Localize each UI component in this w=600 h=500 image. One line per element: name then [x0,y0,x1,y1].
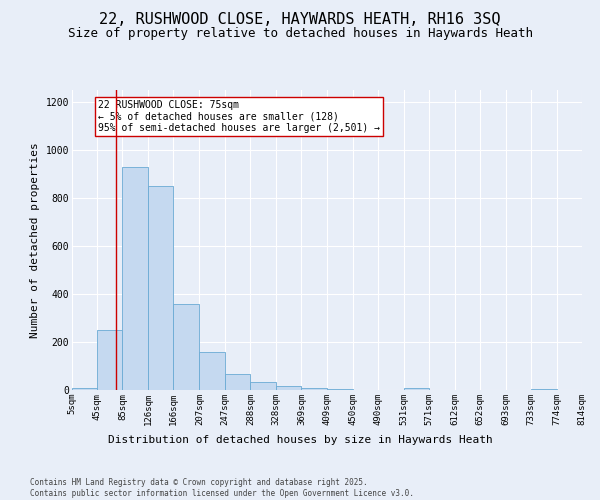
Text: Size of property relative to detached houses in Haywards Heath: Size of property relative to detached ho… [67,28,533,40]
Text: 22, RUSHWOOD CLOSE, HAYWARDS HEATH, RH16 3SQ: 22, RUSHWOOD CLOSE, HAYWARDS HEATH, RH16… [99,12,501,28]
Text: Distribution of detached houses by size in Haywards Heath: Distribution of detached houses by size … [107,435,493,445]
Bar [404,388,429,390]
Bar [250,382,275,390]
Bar [275,386,301,390]
Bar [173,304,199,390]
Bar [224,374,250,390]
Bar [199,352,224,390]
Bar [531,389,557,390]
Y-axis label: Number of detached properties: Number of detached properties [30,142,40,338]
Bar [72,388,97,390]
Bar [326,389,353,390]
Bar [301,388,326,390]
Bar [122,167,148,390]
Text: 22 RUSHWOOD CLOSE: 75sqm
← 5% of detached houses are smaller (128)
95% of semi-d: 22 RUSHWOOD CLOSE: 75sqm ← 5% of detache… [98,100,380,133]
Bar [148,186,173,390]
Text: Contains HM Land Registry data © Crown copyright and database right 2025.
Contai: Contains HM Land Registry data © Crown c… [30,478,414,498]
Bar [97,330,122,390]
